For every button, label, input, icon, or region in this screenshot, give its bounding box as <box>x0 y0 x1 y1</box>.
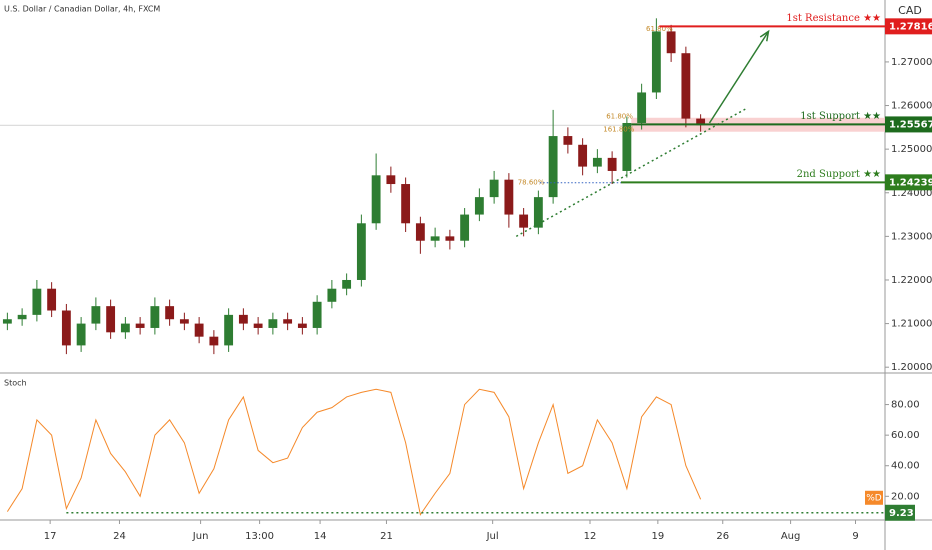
price-tag <box>885 18 932 35</box>
candle-body <box>32 288 42 315</box>
x-tick-label: 14 <box>314 531 327 542</box>
fib-label: 61.80% <box>606 112 633 120</box>
candle-body <box>76 323 86 346</box>
candle-body <box>120 323 130 333</box>
candle-body <box>696 118 706 126</box>
y-tick-label: 1.20000 <box>891 362 932 373</box>
x-tick-label: 12 <box>584 531 597 542</box>
candle-body <box>607 157 617 171</box>
candle-body <box>430 236 440 241</box>
candle-body <box>209 336 219 346</box>
candle-body <box>445 236 455 241</box>
y-tick-label: 1.26000 <box>891 101 932 112</box>
x-tick-label: 24 <box>113 531 126 542</box>
candle-body <box>401 184 411 224</box>
candle-body <box>578 144 588 167</box>
x-tick-label: Jul <box>486 531 499 542</box>
candle-body <box>681 53 691 119</box>
x-tick-label: 17 <box>44 531 57 542</box>
candle-body <box>47 288 57 311</box>
level-name: 1st Support ★★ <box>800 111 881 122</box>
candle-body <box>312 301 322 328</box>
candle-body <box>563 136 573 145</box>
fib-label: 161.80% <box>603 126 634 134</box>
forecast-arrow <box>708 30 770 124</box>
candle-body <box>637 92 647 123</box>
price-tag-label: 1.27816 <box>889 21 932 32</box>
x-tick-label: 19 <box>651 531 664 542</box>
candle-body <box>61 310 71 346</box>
candle-body <box>17 314 27 320</box>
candle-body <box>194 323 204 337</box>
candle-body <box>268 319 278 328</box>
candle-body <box>165 306 175 320</box>
candle-body <box>474 197 484 215</box>
stoch-y-tick-label: 40.00 <box>891 461 920 472</box>
x-tick-label: 9 <box>852 531 858 542</box>
candle-body <box>651 31 661 93</box>
chart-title: U.S. Dollar / Canadian Dollar, 4h, FXCM <box>4 5 160 14</box>
x-tick-label: Jun <box>192 531 209 542</box>
candle-body <box>342 279 352 289</box>
stoch-name-tag <box>865 490 883 505</box>
price-tag-label: 1.24239 <box>889 177 932 188</box>
y-tick-label: 1.24000 <box>891 188 932 199</box>
stoch-y-tick-label: 60.00 <box>891 430 920 441</box>
arrow-head <box>759 29 770 42</box>
price-tag <box>885 116 932 133</box>
stoch-y-tick-label: 20.00 <box>891 491 920 502</box>
candle-body <box>106 306 116 333</box>
stoch-y-tick-label: 80.00 <box>891 400 920 411</box>
candle-body <box>533 197 543 228</box>
candle-body <box>548 136 558 198</box>
stoch-line <box>6 388 702 516</box>
y-tick-label: 1.23000 <box>891 231 932 242</box>
candle-body <box>179 319 189 324</box>
candle-body <box>297 323 307 328</box>
candle-body <box>504 179 514 215</box>
candle-body <box>2 319 12 324</box>
candle-body <box>327 288 337 302</box>
stoch-last-label: 9.23 <box>889 508 914 519</box>
level-name: 1st Resistance ★★ <box>786 13 881 24</box>
stoch-last-tag <box>885 504 915 521</box>
y-tick-label: 1.21000 <box>891 319 932 330</box>
candle-body <box>519 214 529 228</box>
trendline <box>515 107 749 238</box>
candle-body <box>622 122 632 171</box>
candle-body <box>253 323 263 328</box>
x-tick-label: 21 <box>380 531 393 542</box>
x-tick-label: Aug <box>781 531 801 542</box>
candle-body <box>356 223 366 280</box>
currency: CAD <box>898 4 922 17</box>
candle-body <box>238 314 248 324</box>
fib-label: 61.80% <box>646 25 673 33</box>
candle-body <box>371 175 381 224</box>
level-name: 2nd Support ★★ <box>797 169 881 180</box>
candle-body <box>224 314 234 346</box>
stoch-name: %D <box>866 493 882 503</box>
y-tick-label: 1.27000 <box>891 57 932 68</box>
y-tick-label: 1.22000 <box>891 275 932 286</box>
y-tick-label: 1.25000 <box>891 144 932 155</box>
candle-body <box>91 306 101 324</box>
price-tag <box>885 174 932 191</box>
candle-body <box>135 323 145 328</box>
candle-body <box>592 157 602 167</box>
candle-body <box>283 319 293 324</box>
x-tick-label: 26 <box>716 531 729 542</box>
candle-body <box>666 31 676 54</box>
fib-label: 78.60% <box>518 179 545 187</box>
price-tag-label: 1.25567 <box>889 119 932 130</box>
candle-body <box>489 179 499 198</box>
candle-body <box>150 306 160 328</box>
candle-body <box>386 175 396 185</box>
candle-body <box>415 223 425 241</box>
x-tick-label: 13:00 <box>245 531 274 542</box>
stoch-label: Stoch <box>4 379 27 388</box>
candle-body <box>460 214 470 241</box>
